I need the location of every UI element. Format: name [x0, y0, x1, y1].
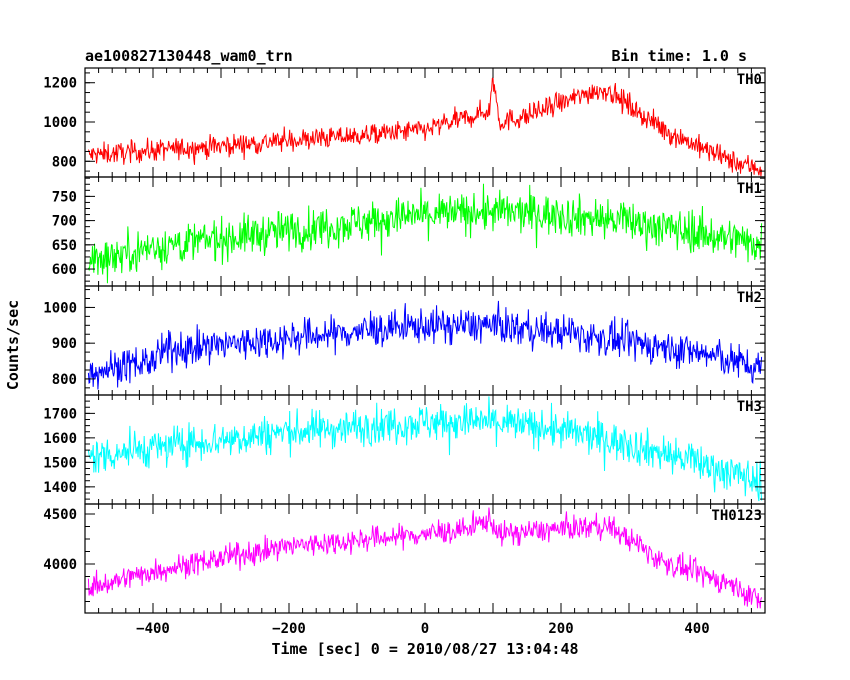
- panel-th2: 800 900 1000 TH2: [43, 285, 766, 396]
- y-tick-label: 800: [52, 372, 77, 388]
- panel-frame: [84, 503, 766, 614]
- series-line-th1: [87, 183, 763, 284]
- y-tick-label: 750: [52, 189, 77, 205]
- x-tick-label: 400: [684, 621, 709, 637]
- y-tick-label: 600: [52, 262, 77, 278]
- panel-th0: 800 1000 1200 TH0: [43, 67, 766, 178]
- x-tick-label: −400: [136, 621, 170, 637]
- y-tick-label: 1200: [43, 76, 77, 92]
- x-tick-label: −200: [272, 621, 306, 637]
- panel-label-th1: TH1: [737, 181, 762, 197]
- chart-title: ae100827130448_wam0_trn: [85, 47, 293, 65]
- y-tick-label: 1400: [43, 480, 77, 496]
- series-line-th3: [87, 396, 763, 502]
- x-axis-label: Time [sec] 0 = 2010/08/27 13:04:48: [271, 640, 578, 658]
- y-tick-label: 900: [52, 336, 77, 352]
- panels-group: 800 1000 1200 TH0 600 650 700 750 TH1 800 900 1000 T…: [43, 67, 766, 614]
- y-tick-label: 1000: [43, 300, 77, 316]
- y-tick-label: 700: [52, 214, 77, 230]
- series-line-th2: [87, 300, 763, 390]
- panel-label-th3: TH3: [737, 399, 762, 415]
- panel-th3: 1400 1500 1600 1700 TH3: [43, 394, 766, 505]
- x-tick-label: 0: [421, 621, 429, 637]
- y-tick-label: 1500: [43, 455, 77, 471]
- series-line-th0: [87, 76, 763, 177]
- y-tick-label: 4000: [43, 557, 77, 573]
- panel-label-th2: TH2: [737, 290, 762, 306]
- y-tick-label: 1600: [43, 431, 77, 447]
- y-tick-label: 650: [52, 238, 77, 254]
- y-axis-label: Counts/sec: [4, 300, 22, 390]
- x-axis: −400 −200 0 200 400: [136, 621, 710, 637]
- panel-label-th0: TH0: [737, 72, 762, 88]
- y-tick-label: 1700: [43, 406, 77, 422]
- panel-label-th0123: TH0123: [711, 508, 762, 524]
- y-tick-label: 800: [52, 154, 77, 170]
- series-line-th0123: [87, 507, 763, 609]
- bin-time-label: Bin time: 1.0 s: [612, 47, 747, 65]
- panel-th0123: 4000 4500 TH0123: [43, 503, 766, 614]
- y-tick-label: 4500: [43, 507, 77, 523]
- x-tick-label: 200: [548, 621, 573, 637]
- panel-th1: 600 650 700 750 TH1: [52, 176, 766, 287]
- y-tick-label: 1000: [43, 115, 77, 131]
